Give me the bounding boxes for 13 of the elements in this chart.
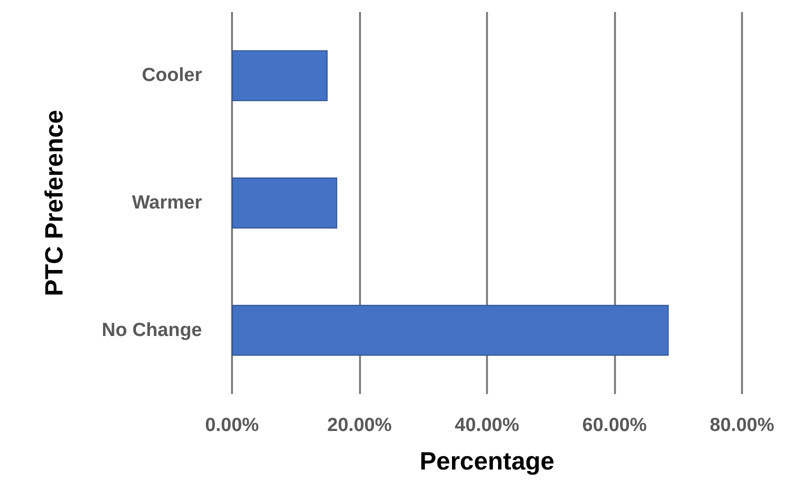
x-tick-label: 60.00% xyxy=(582,415,647,436)
x-tick-label: 80.00% xyxy=(710,415,774,436)
x-tick-label: 0.00% xyxy=(205,415,260,436)
x-axis-title: Percentage xyxy=(420,448,554,476)
y-tick-label: No Change xyxy=(102,320,202,341)
bar xyxy=(232,178,338,228)
x-tick-label: 40.00% xyxy=(454,415,520,436)
x-tick-label: 20.00% xyxy=(327,415,392,436)
y-tick-label: Warmer xyxy=(132,192,203,214)
bar xyxy=(232,50,328,102)
y-tick-label: Cooler xyxy=(142,65,203,86)
bar xyxy=(232,304,669,356)
y-axis-title: PTC Preference xyxy=(40,110,68,296)
